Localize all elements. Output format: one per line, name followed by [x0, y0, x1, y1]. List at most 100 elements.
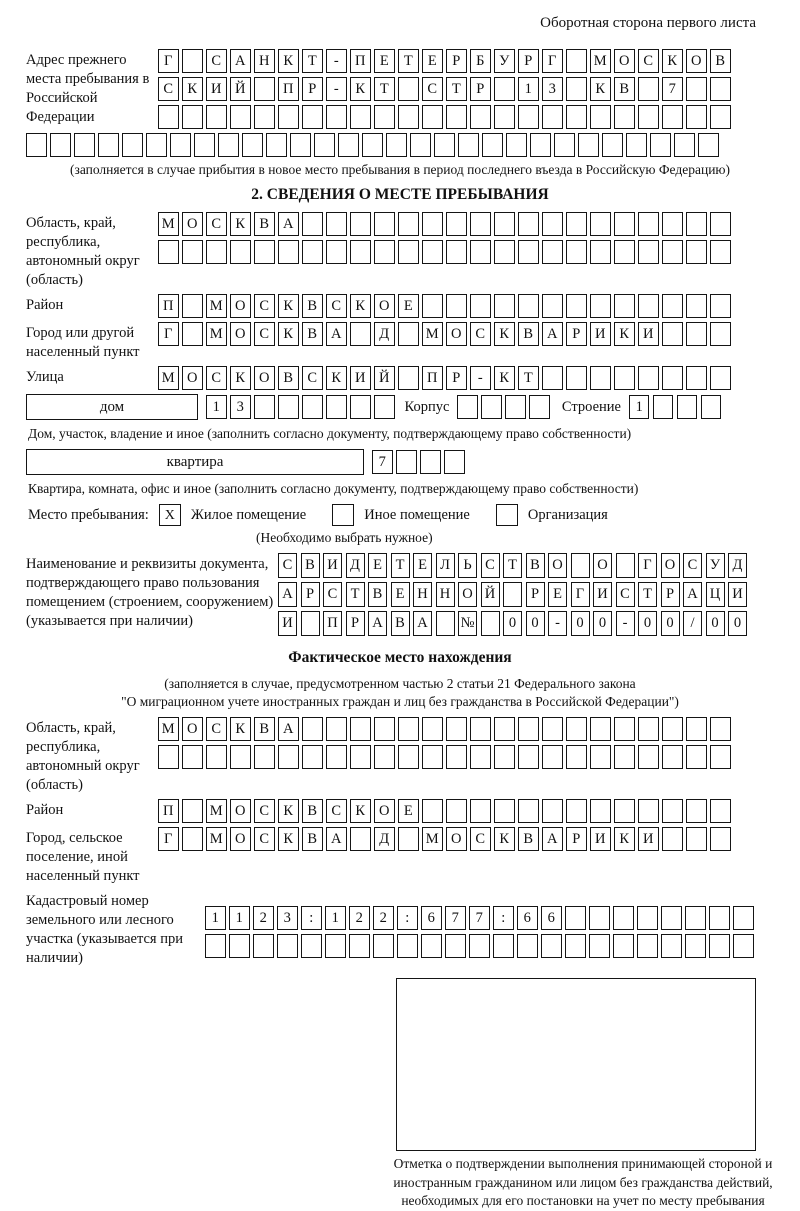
char-cell[interactable]: С	[323, 582, 342, 607]
char-cell[interactable]	[182, 240, 203, 264]
char-cell[interactable]	[50, 133, 71, 157]
char-cell[interactable]	[686, 322, 707, 346]
char-cell[interactable]: К	[590, 77, 611, 101]
char-cell[interactable]: Н	[435, 582, 455, 607]
char-cell[interactable]	[733, 934, 754, 958]
char-cell[interactable]	[494, 294, 515, 318]
char-cell[interactable]: К	[494, 827, 515, 851]
char-cell[interactable]	[518, 799, 539, 823]
char-cell[interactable]	[685, 934, 706, 958]
char-cell[interactable]	[98, 133, 119, 157]
char-cell[interactable]	[652, 395, 674, 419]
char-cell[interactable]: М	[158, 717, 179, 741]
char-cell[interactable]: Е	[390, 582, 410, 607]
char-cell[interactable]	[662, 240, 683, 264]
char-cell[interactable]	[446, 799, 467, 823]
char-cell[interactable]: К	[230, 212, 251, 236]
checkbox-zhiloe[interactable]: X	[158, 504, 181, 526]
char-cell[interactable]	[494, 717, 515, 741]
char-cell[interactable]: Ц	[705, 582, 725, 607]
char-cell[interactable]: О	[593, 553, 612, 578]
char-cell[interactable]	[254, 105, 275, 129]
char-cell[interactable]	[326, 717, 347, 741]
char-cell[interactable]: С	[326, 294, 347, 318]
char-cell[interactable]	[650, 133, 671, 157]
char-cell[interactable]	[398, 366, 419, 390]
char-cell[interactable]: О	[374, 294, 395, 318]
char-cell[interactable]	[700, 395, 722, 419]
char-cell[interactable]: М	[206, 322, 227, 346]
char-cell[interactable]	[529, 395, 550, 419]
char-cell[interactable]: С	[683, 553, 702, 578]
char-cell[interactable]	[686, 717, 707, 741]
char-cell[interactable]	[302, 745, 323, 769]
char-cell[interactable]	[638, 77, 659, 101]
char-cell[interactable]: Р	[470, 77, 491, 101]
char-cell[interactable]: К	[230, 366, 251, 390]
char-cell[interactable]	[638, 105, 659, 129]
char-cell[interactable]	[637, 906, 658, 930]
char-cell[interactable]	[590, 366, 611, 390]
char-cell[interactable]	[542, 212, 563, 236]
char-cell[interactable]	[290, 133, 311, 157]
char-cell[interactable]: У	[705, 553, 725, 578]
char-cell[interactable]	[422, 105, 443, 129]
char-cell[interactable]: К	[278, 322, 299, 346]
char-cell[interactable]: Т	[503, 553, 522, 578]
char-cell[interactable]: К	[662, 49, 683, 73]
char-cell[interactable]	[710, 322, 731, 346]
char-cell[interactable]: О	[182, 717, 203, 741]
char-cell[interactable]	[458, 133, 479, 157]
char-cell[interactable]: И	[638, 322, 659, 346]
char-cell[interactable]: П	[278, 77, 299, 101]
char-cell[interactable]	[710, 77, 731, 101]
char-cell[interactable]	[302, 240, 323, 264]
char-cell[interactable]: М	[590, 49, 611, 73]
char-cell[interactable]	[446, 240, 467, 264]
char-cell[interactable]	[230, 745, 251, 769]
char-cell[interactable]: В	[368, 582, 387, 607]
char-cell[interactable]: С	[206, 49, 227, 73]
char-cell[interactable]	[470, 294, 491, 318]
char-cell[interactable]: Д	[374, 827, 395, 851]
char-cell[interactable]	[710, 799, 731, 823]
char-cell[interactable]	[350, 240, 371, 264]
char-cell[interactable]	[326, 105, 347, 129]
char-cell[interactable]	[590, 745, 611, 769]
char-cell[interactable]: С	[278, 553, 297, 578]
char-cell[interactable]	[686, 212, 707, 236]
char-cell[interactable]	[613, 906, 634, 930]
char-cell[interactable]: С	[480, 553, 500, 578]
char-cell[interactable]	[182, 294, 203, 318]
char-cell[interactable]: В	[300, 553, 320, 578]
char-cell[interactable]: Е	[398, 294, 419, 318]
char-cell[interactable]	[278, 745, 299, 769]
char-cell[interactable]	[566, 717, 587, 741]
char-cell[interactable]	[674, 133, 695, 157]
char-cell[interactable]	[566, 799, 587, 823]
char-cell[interactable]: 1	[325, 906, 346, 930]
char-cell[interactable]	[542, 745, 563, 769]
char-cell[interactable]: К	[326, 366, 347, 390]
char-cell[interactable]	[398, 827, 419, 851]
char-cell[interactable]	[518, 294, 539, 318]
char-cell[interactable]	[710, 717, 731, 741]
char-cell[interactable]	[709, 934, 730, 958]
char-cell[interactable]	[590, 799, 611, 823]
char-cell[interactable]: 1	[205, 906, 226, 930]
char-cell[interactable]: Л	[435, 553, 455, 578]
char-cell[interactable]: 7	[445, 906, 466, 930]
char-cell[interactable]: С	[470, 827, 491, 851]
char-cell[interactable]	[362, 133, 383, 157]
char-cell[interactable]	[494, 745, 515, 769]
char-cell[interactable]	[638, 745, 659, 769]
char-cell[interactable]: С	[254, 827, 275, 851]
char-cell[interactable]: О	[660, 553, 680, 578]
char-cell[interactable]: К	[278, 294, 299, 318]
char-cell[interactable]: С	[254, 322, 275, 346]
char-cell[interactable]	[542, 105, 563, 129]
char-cell[interactable]: К	[278, 799, 299, 823]
char-cell[interactable]	[589, 934, 610, 958]
char-cell[interactable]	[710, 105, 731, 129]
char-cell[interactable]	[122, 133, 143, 157]
